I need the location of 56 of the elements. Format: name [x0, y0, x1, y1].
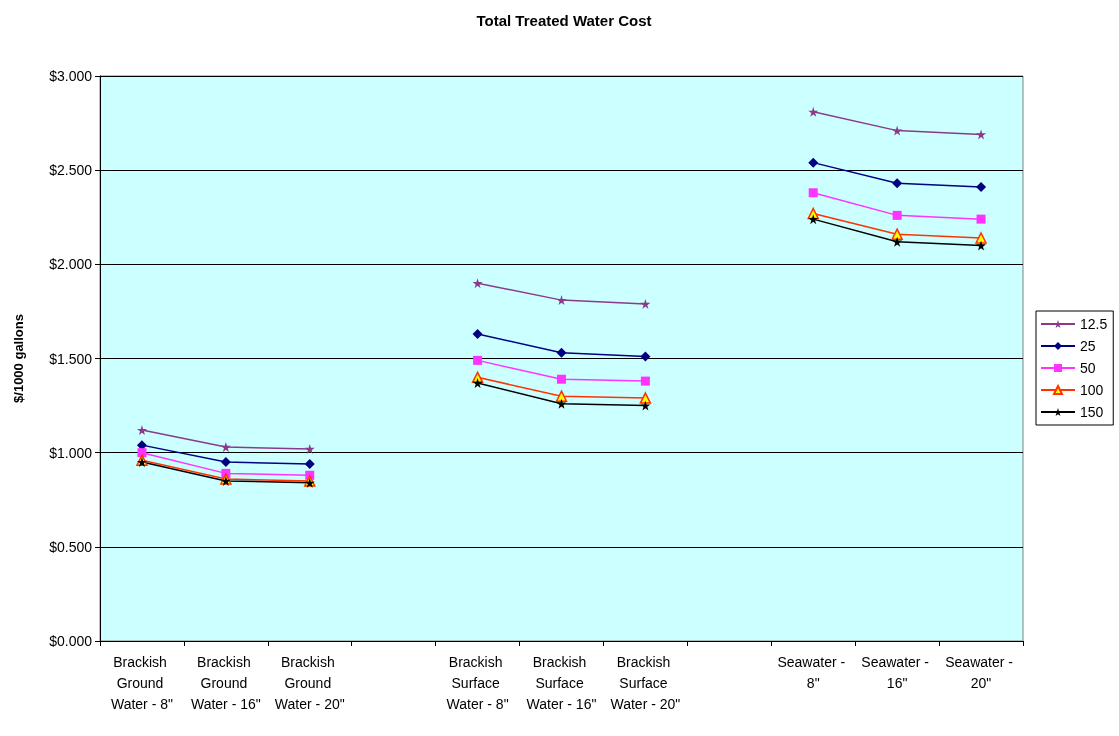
point — [557, 374, 566, 384]
point — [220, 457, 231, 468]
x-tick-label: Brackish Surface Water - 8" — [446, 653, 509, 712]
x-tick-label: Seawater - 8" — [777, 653, 850, 691]
y-tick-label: $1.000 — [49, 444, 93, 461]
point — [639, 392, 652, 404]
point — [640, 351, 651, 362]
point — [556, 398, 567, 409]
x-tick-label: Brackish Surface Water - 20" — [610, 653, 681, 712]
point — [555, 390, 568, 402]
point — [975, 232, 987, 244]
point — [304, 443, 315, 454]
point — [808, 157, 819, 168]
point — [472, 329, 483, 340]
point — [640, 298, 651, 309]
point — [808, 188, 818, 198]
point — [892, 178, 903, 189]
y-tick-label: $0.500 — [49, 538, 93, 555]
x-tick-label: Brackish Ground Water - 20" — [274, 653, 345, 712]
legend-label: 100 — [1080, 382, 1104, 398]
point — [472, 377, 483, 388]
legend-label: 150 — [1080, 404, 1104, 420]
point — [808, 106, 819, 117]
point — [976, 240, 987, 251]
point — [137, 448, 147, 458]
point — [472, 278, 483, 289]
point — [136, 425, 147, 436]
x-tick-label: Brackish Ground Water - 16" — [190, 653, 261, 712]
x-tick-label: Seawater - 20" — [945, 653, 1017, 691]
point — [220, 442, 231, 453]
point — [808, 214, 819, 225]
x-tick-label: Brackish Surface Water - 16" — [526, 653, 597, 712]
point — [640, 376, 650, 386]
y-tick-label: $2.500 — [49, 162, 93, 179]
legend-label: 25 — [1080, 338, 1096, 354]
point — [640, 400, 651, 411]
point — [473, 355, 483, 365]
point — [976, 129, 987, 140]
x-tick-label: Brackish Ground Water - 8" — [110, 653, 173, 712]
point — [892, 125, 903, 136]
point — [304, 458, 315, 469]
y-tick-label: $2.000 — [49, 256, 93, 273]
y-tick-label: $1.500 — [49, 350, 93, 367]
y-tick-label: $3.000 — [49, 68, 93, 84]
y-tick-label: $0.000 — [49, 633, 93, 649]
point — [892, 210, 902, 220]
legend-label: 12.5 — [1080, 316, 1108, 332]
chart-title: Total Treated Water Cost — [476, 12, 652, 29]
point — [976, 214, 986, 224]
y-axis-title: $/1000 gallons — [11, 314, 26, 403]
point — [556, 347, 567, 358]
point — [892, 236, 903, 247]
point — [976, 182, 987, 193]
legend-label: 50 — [1080, 360, 1096, 376]
point — [891, 228, 903, 240]
x-tick-label: Seawater - 16" — [861, 653, 933, 691]
